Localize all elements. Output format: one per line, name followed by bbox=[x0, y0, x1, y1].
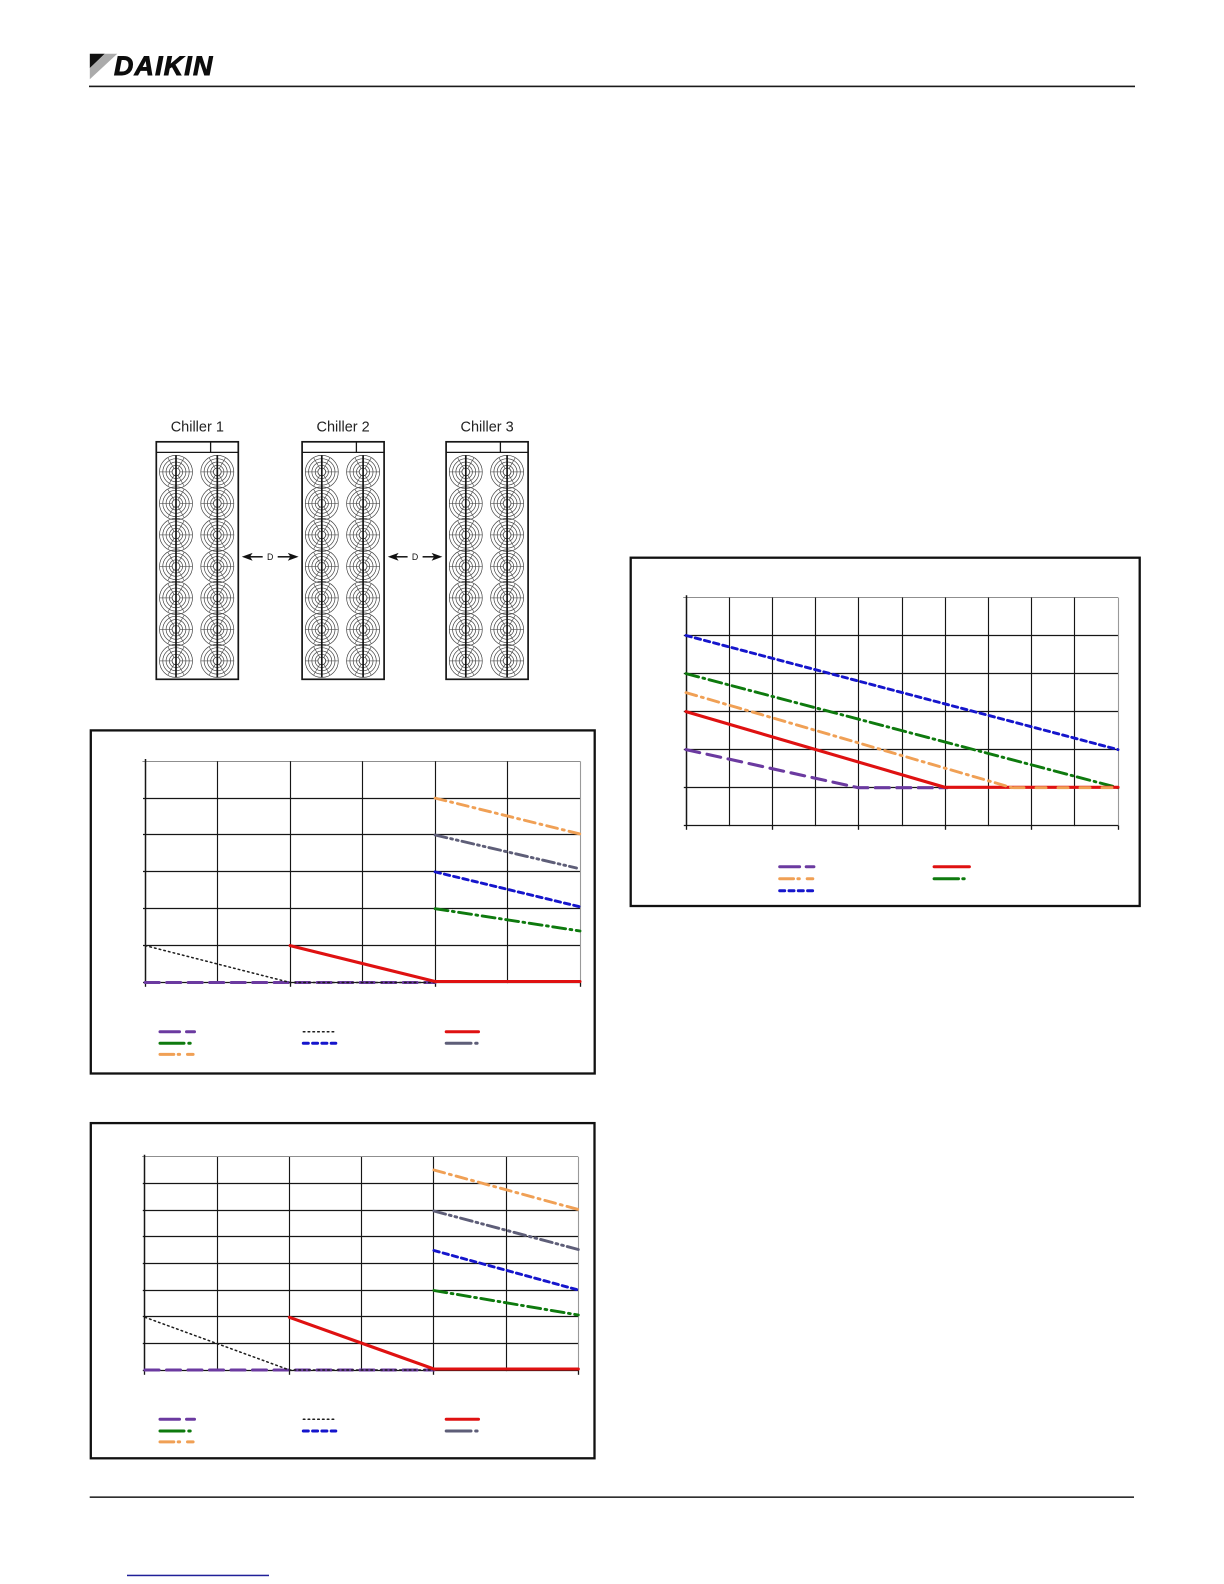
svg-text:Chiller 2: Chiller 2 bbox=[317, 419, 370, 435]
svg-text:Chiller 3: Chiller 3 bbox=[461, 419, 514, 435]
svg-text:DAIKIN: DAIKIN bbox=[114, 51, 214, 81]
svg-text:D: D bbox=[267, 552, 273, 562]
svg-text:D: D bbox=[412, 552, 418, 562]
svg-text:Chiller 1: Chiller 1 bbox=[171, 419, 224, 435]
